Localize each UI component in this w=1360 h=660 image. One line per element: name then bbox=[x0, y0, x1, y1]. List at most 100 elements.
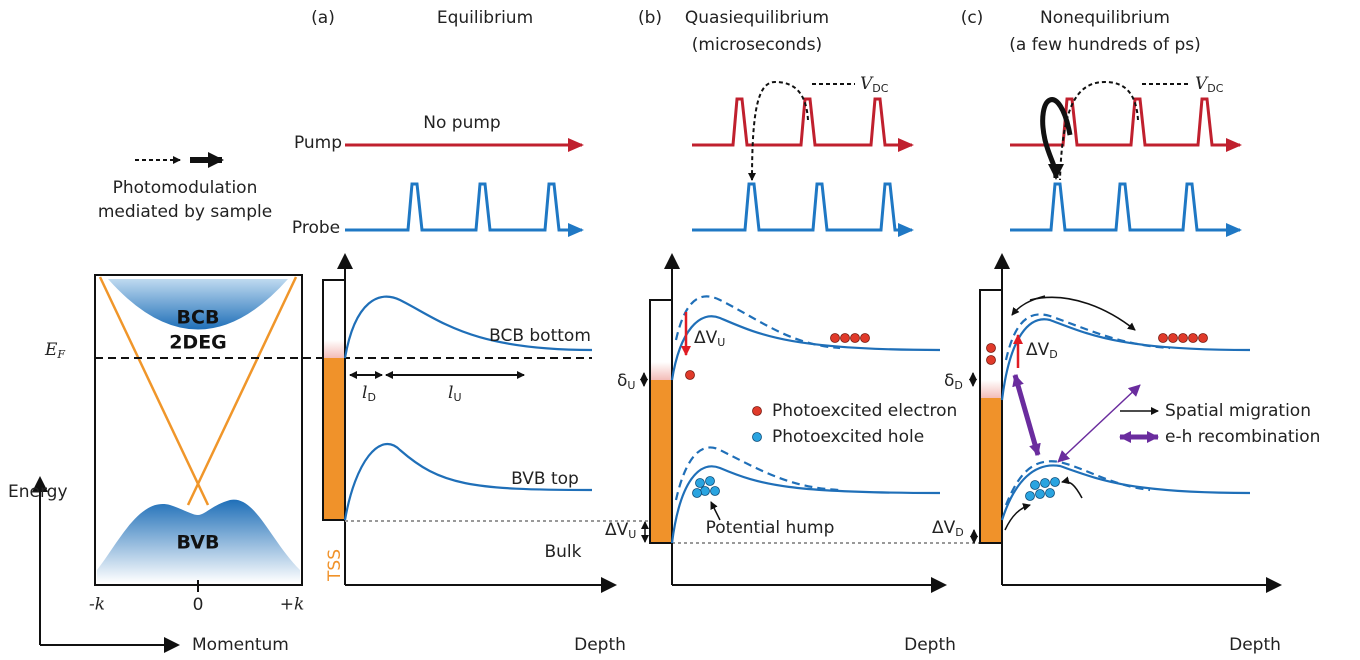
diagram-circle bbox=[860, 333, 870, 343]
dvd-sub: D bbox=[1049, 348, 1057, 361]
deltau-sub: U bbox=[627, 379, 635, 392]
diagram-circle bbox=[840, 333, 850, 343]
recombination-legend: e-h recombination bbox=[1165, 427, 1320, 447]
vdc-symbol: V bbox=[1195, 74, 1209, 94]
fermi-label: EF bbox=[44, 340, 65, 362]
bulk-label: Bulk bbox=[544, 542, 581, 562]
diagram-rect bbox=[650, 380, 672, 543]
panel-tag: (a) bbox=[311, 8, 335, 28]
vdc-sub: DC bbox=[1207, 82, 1223, 95]
diagram-path bbox=[670, 465, 941, 544]
ld-sub: D bbox=[367, 391, 375, 404]
diagram-line bbox=[186, 276, 298, 506]
dvd-label: ΔVD bbox=[932, 518, 964, 539]
pulse-train bbox=[1010, 182, 1242, 237]
diagram-path bbox=[748, 80, 809, 181]
panel-tag: (b) bbox=[638, 8, 662, 28]
k-tick: +k bbox=[280, 595, 305, 615]
diagram-circle bbox=[752, 432, 762, 442]
diagram-path bbox=[1004, 313, 1171, 361]
diagram-line bbox=[1012, 374, 1041, 456]
diagram-rect bbox=[650, 362, 672, 382]
depth-label: Depth bbox=[904, 635, 956, 655]
diagram-path bbox=[1059, 80, 1139, 181]
dvu-symbol: ΔV bbox=[694, 328, 718, 348]
fermi-symbol: E bbox=[44, 340, 58, 360]
lu-label: lU bbox=[448, 383, 462, 405]
diagram-circle bbox=[986, 355, 996, 365]
group bbox=[685, 333, 1208, 416]
panel-subtitle: (microseconds) bbox=[692, 35, 822, 55]
no-pump-label: No pump bbox=[423, 113, 500, 133]
dvu-sub: U bbox=[717, 336, 725, 349]
diagram-circle bbox=[710, 486, 720, 496]
vdc-symbol: V bbox=[860, 74, 874, 94]
diagram-circle bbox=[695, 478, 705, 488]
panel-tag: (c) bbox=[961, 8, 984, 28]
diagram-rect bbox=[323, 358, 345, 520]
deltad-label: δD bbox=[944, 371, 963, 392]
depth-label: Depth bbox=[1229, 635, 1281, 655]
diagram-circle bbox=[1035, 489, 1045, 499]
fermi-sub: F bbox=[56, 348, 65, 361]
diagram-circle bbox=[1025, 491, 1035, 501]
diagram-circle bbox=[1045, 488, 1055, 498]
diagram-circle bbox=[1050, 477, 1060, 487]
dvd-label: ΔVD bbox=[1026, 340, 1058, 361]
bcb-bottom-label: BCB bottom bbox=[489, 326, 591, 346]
diagram-path bbox=[1011, 295, 1046, 316]
diagram-path bbox=[1000, 318, 1251, 401]
group bbox=[692, 432, 1060, 501]
pulse-train bbox=[345, 182, 584, 237]
diagram-circle bbox=[692, 488, 702, 498]
depth-label: Depth bbox=[574, 635, 626, 655]
dvd-sub: D bbox=[955, 526, 963, 539]
panel-subtitle: (a few hundreds of ps) bbox=[1009, 35, 1201, 55]
panel-title: Quasiequilibrium bbox=[685, 8, 829, 28]
probe-label: Probe bbox=[292, 218, 340, 238]
diagram-path bbox=[1040, 97, 1073, 180]
momentum-label: Momentum bbox=[192, 635, 289, 655]
hole-legend: Photoexcited hole bbox=[772, 427, 924, 447]
pulse-train bbox=[692, 182, 914, 237]
hump-label: Potential hump bbox=[706, 518, 835, 538]
legend-text: mediated by sample bbox=[98, 202, 272, 222]
ld-label: lD bbox=[362, 383, 376, 405]
diagram-circle bbox=[1158, 333, 1168, 343]
diagram-line bbox=[710, 501, 721, 521]
diagram-line bbox=[98, 276, 210, 506]
pump-label: Pump bbox=[294, 133, 342, 153]
tss-label: TSS bbox=[325, 549, 345, 582]
deltad-sub: D bbox=[954, 379, 962, 392]
pulse-train bbox=[1010, 97, 1242, 152]
diagram-circle bbox=[850, 333, 860, 343]
dvu-symbol: ΔV bbox=[605, 520, 629, 540]
diagram-rect bbox=[980, 380, 1002, 400]
lu-sub: U bbox=[453, 391, 461, 404]
diagram-circle bbox=[1168, 333, 1178, 343]
diagram-path bbox=[343, 295, 593, 359]
diagram-path bbox=[1061, 476, 1083, 499]
panel-title: Nonequilibrium bbox=[1040, 8, 1170, 28]
pulse-trains bbox=[345, 97, 1242, 237]
dvu-sub: U bbox=[628, 528, 636, 541]
bvb-label: BVB bbox=[177, 532, 220, 554]
diagram-circle bbox=[1188, 333, 1198, 343]
diagram-circle bbox=[1040, 478, 1050, 488]
diagram-path bbox=[1000, 464, 1251, 521]
k-tick: 0 bbox=[193, 595, 204, 615]
bcb-shape bbox=[108, 279, 288, 330]
diagram-path bbox=[670, 315, 941, 381]
bcb-label: BCB bbox=[177, 307, 220, 329]
diagram-circle bbox=[705, 476, 715, 486]
diagram-rect bbox=[323, 340, 345, 360]
diagram-circle bbox=[1178, 333, 1188, 343]
migration-legend: Spatial migration bbox=[1165, 401, 1311, 421]
legend-text: Photomodulation bbox=[113, 178, 258, 198]
diagram-path bbox=[1004, 503, 1031, 531]
electron-legend: Photoexcited electron bbox=[772, 401, 957, 421]
diagram-circle bbox=[986, 343, 996, 353]
diagram-line bbox=[1057, 384, 1141, 463]
panel-title: Equilibrium bbox=[437, 8, 533, 28]
